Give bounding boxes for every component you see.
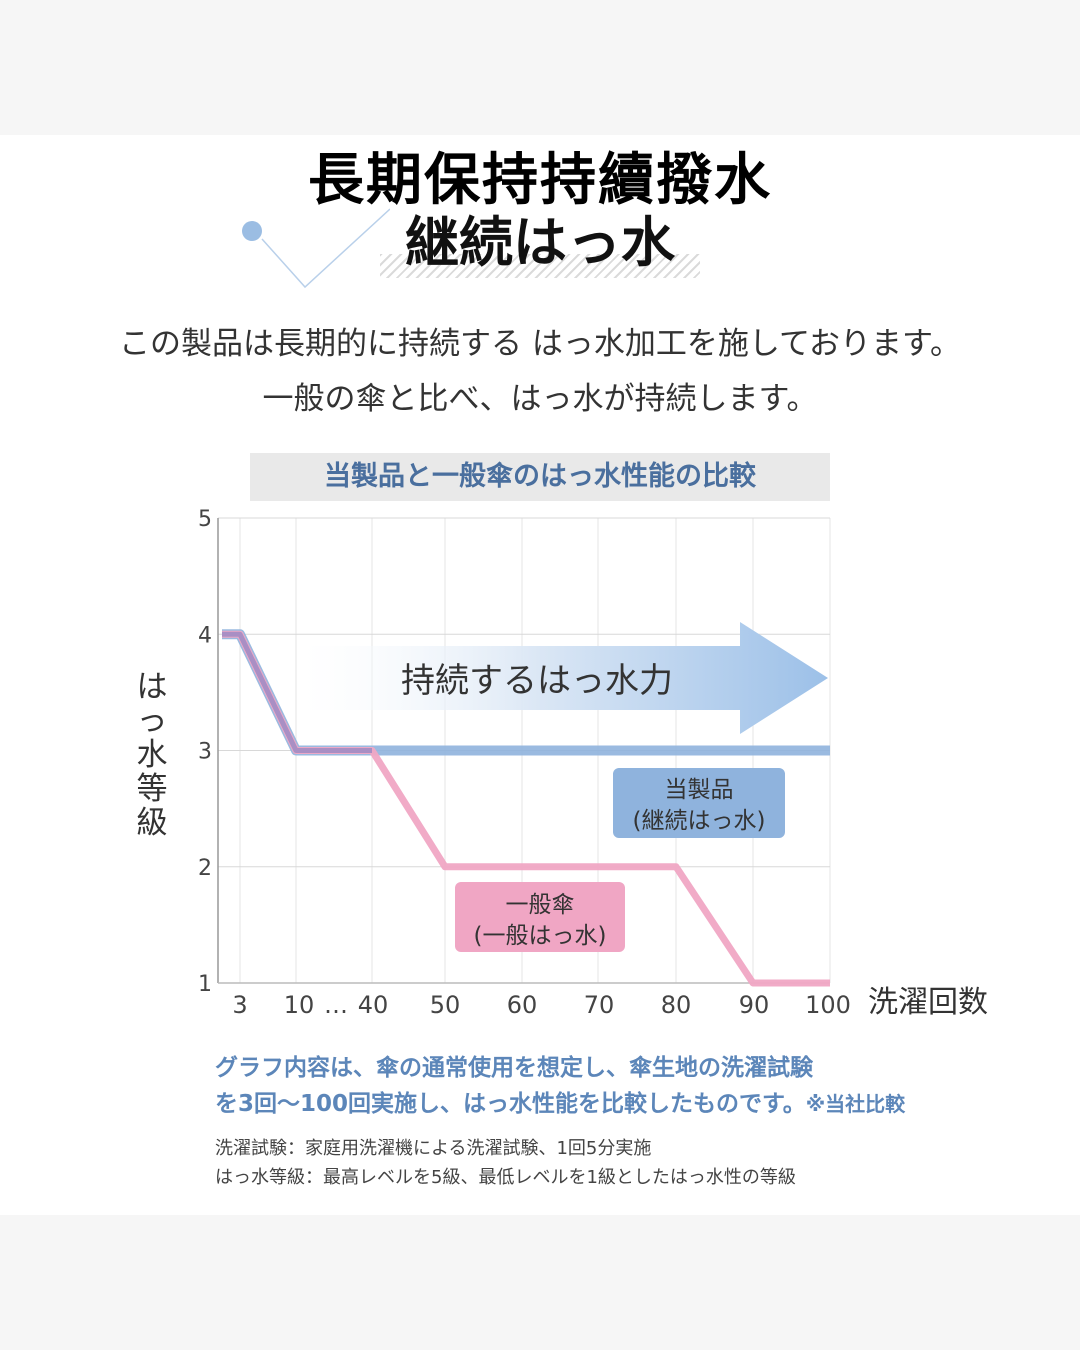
x-tick-label: 70 bbox=[584, 991, 615, 1019]
general-label-line2: (一般はっ水) bbox=[474, 923, 607, 949]
y-axis-label-char: 水 bbox=[137, 737, 168, 773]
x-tick-label: 3 bbox=[232, 991, 247, 1019]
product-label-line2: (継続はっ水) bbox=[633, 808, 766, 834]
page-title: 長期保持持續撥水 bbox=[308, 148, 772, 213]
y-tick-label: 5 bbox=[198, 507, 212, 532]
series-overlap-line bbox=[222, 631, 372, 753]
feature-title: 継続はっ水 bbox=[380, 208, 700, 278]
decorative-line-icon bbox=[242, 208, 390, 289]
chart-note-small: ※当社比較 bbox=[805, 1092, 906, 1116]
definition-repellency-grade: はっ水等級：最高レベルを5級、最低レベルを1級としたはっ水性の等級 bbox=[215, 1167, 796, 1188]
x-tick-label: 40 bbox=[358, 991, 389, 1019]
intro-line-1: この製品は長期的に持続する はっ水加工を施しております。 bbox=[119, 326, 961, 362]
chart-note-text: を3回〜100回実施し、はっ水性能を比較したものです。 bbox=[215, 1091, 806, 1117]
y-tick-label: 4 bbox=[198, 623, 212, 648]
y-axis-label-char: っ bbox=[137, 703, 168, 739]
y-axis-label-char: は bbox=[137, 669, 168, 705]
product-label-line1: 当製品 bbox=[665, 777, 734, 803]
y-tick-label: 1 bbox=[198, 972, 212, 997]
x-tick-label: 60 bbox=[507, 991, 538, 1019]
chart-title: 当製品と一般傘のはっ水性能の比較 bbox=[250, 453, 830, 501]
y-axis-label-char: 等 bbox=[137, 771, 168, 807]
x-tick-label: 90 bbox=[739, 991, 770, 1019]
general-label-box bbox=[455, 882, 625, 952]
x-tick-label: … bbox=[324, 991, 348, 1019]
x-axis-label: 洗濯回数 bbox=[868, 985, 988, 1020]
chart-note-line-2: を3回〜100回実施し、はっ水性能を比較したものです。※当社比較 bbox=[215, 1084, 905, 1118]
definition-wash-test: 洗濯試験：家庭用洗濯機による洗濯試験、1回5分実施 bbox=[215, 1138, 652, 1159]
x-tick-label: 80 bbox=[661, 991, 692, 1019]
intro-line-2: 一般の傘と比べ、はっ水が持続します。 bbox=[262, 381, 818, 417]
y-axis-label-char: 級 bbox=[137, 805, 168, 841]
x-tick-label: 10 bbox=[284, 991, 315, 1019]
x-tick-label: 50 bbox=[430, 991, 461, 1019]
x-tick-label: 100 bbox=[805, 991, 851, 1019]
persistence-arrow-icon bbox=[300, 622, 828, 734]
general-label-line1: 一般傘 bbox=[506, 892, 575, 918]
arrow-label: 持続するはっ水力 bbox=[401, 661, 673, 701]
y-tick-label: 3 bbox=[198, 740, 212, 765]
chart-note-line-1: グラフ内容は、傘の通常使用を想定し、傘生地の洗濯試験 bbox=[215, 1055, 813, 1081]
product-label-box bbox=[613, 768, 785, 838]
y-tick-label: 2 bbox=[198, 856, 212, 881]
